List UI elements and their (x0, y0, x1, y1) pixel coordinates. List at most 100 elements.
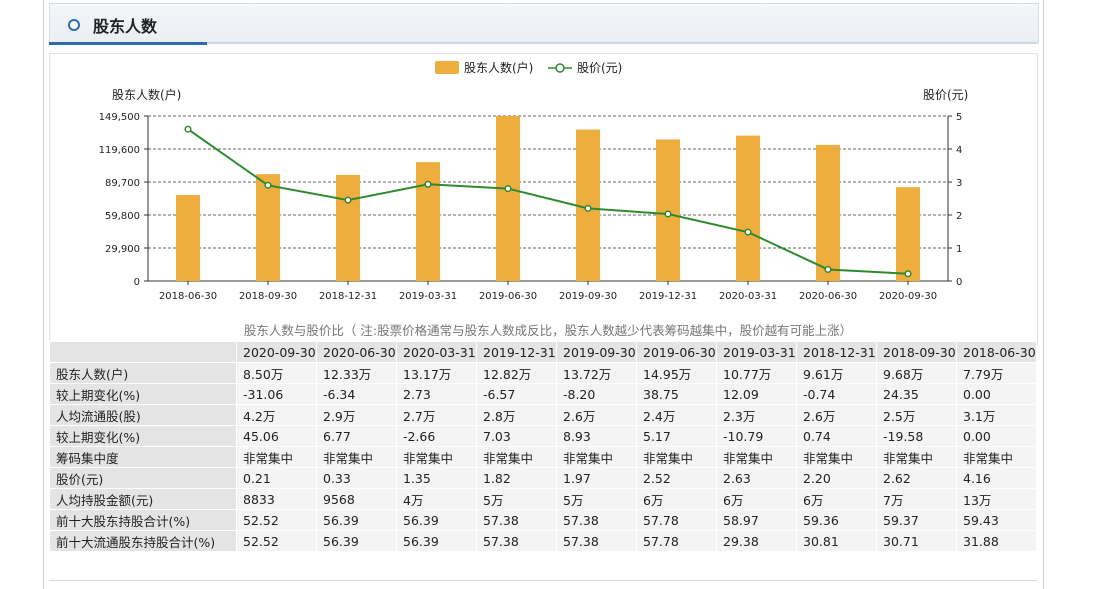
x-tick-label: 2019-03-31 (399, 291, 457, 302)
table-cell: 57.38 (556, 509, 637, 531)
table-cell: 13万 (956, 488, 1037, 510)
row-label: 股东人数(户) (49, 362, 237, 384)
table-cell: 56.39 (396, 509, 477, 531)
x-tick-label: 2019-09-30 (559, 291, 617, 302)
table-cell: 56.39 (316, 530, 397, 552)
table-row: 人均持股金额(元) 8833 9568 4万 5万 5万 6万 6万 6万 7万 13万 (49, 488, 1037, 510)
table-cell: 59.36 (796, 509, 877, 531)
table-cell: 4万 (396, 488, 477, 510)
left-tick-label: 29,900 (105, 244, 140, 255)
row-label: 较上期变化(%) (49, 425, 237, 447)
bar (336, 174, 360, 281)
table-cell: 非常集中 (316, 446, 397, 468)
table-cell: 2.6万 (796, 404, 877, 426)
price-line (187, 128, 909, 275)
table-cell: 52.52 (236, 530, 317, 552)
row-label: 人均流通股(股) (49, 404, 237, 426)
table-cell: 2.9万 (316, 404, 397, 426)
table-cell: 非常集中 (636, 446, 717, 468)
table-cell: -19.58 (876, 425, 957, 447)
table-row: 股东人数(户) 8.50万 12.33万 13.17万 12.82万 13.72万 14.9… (49, 362, 1037, 384)
table-cell: 0.21 (236, 467, 317, 489)
holders-price-chart: 股东人数(户) 股价(元) 股东人数(户) 股价(元) 0 29,900 59,80… (99, 60, 969, 302)
x-tick-label: 2020-09-30 (879, 291, 937, 302)
row-label: 股价(元) (49, 467, 237, 489)
bar (896, 187, 920, 281)
table-row: 前十大流通股东持股合计(%) 52.52 56.39 56.39 57.38 57.38 5… (49, 530, 1037, 552)
table-cell: -10.79 (716, 425, 797, 447)
right-tick-label: 5 (956, 112, 962, 123)
right-tick-label: 4 (956, 145, 962, 156)
table-cell: 57.38 (556, 530, 637, 552)
table-row: 前十大股东持股合计(%) 52.52 56.39 56.39 57.38 57.38 57.… (49, 509, 1037, 531)
table-header-row: 2020-09-30 2020-06-30 2020-03-31 2019-12-31… (49, 341, 1037, 363)
table-cell: 非常集中 (716, 446, 797, 468)
table-cell: 4.16 (956, 467, 1037, 489)
table-row: 筹码集中度 非常集中 非常集中 非常集中 非常集中 非常集中 非常集中 非常集中 非常集中 非常集… (49, 446, 1037, 468)
price-point (584, 204, 592, 212)
section-title: 股东人数 (93, 17, 158, 36)
row-label: 人均持股金额(元) (49, 488, 237, 510)
column-header: 2019-12-31 (476, 341, 557, 363)
table-cell: 2.8万 (476, 404, 557, 426)
table-cell: 45.06 (236, 425, 317, 447)
table-cell: 3.1万 (956, 404, 1037, 426)
table-cell: 59.37 (876, 509, 957, 531)
bottom-divider (49, 580, 1037, 581)
left-tick-label: 119,600 (99, 145, 140, 156)
price-point (744, 228, 752, 236)
price-point (824, 265, 832, 274)
table-cell: 2.52 (636, 467, 717, 489)
column-header: 2019-03-31 (716, 341, 797, 363)
table-cell: 2.20 (796, 467, 877, 489)
table-cell: 12.82万 (476, 362, 557, 384)
column-header: 2020-06-30 (316, 341, 397, 363)
table-cell: 非常集中 (396, 446, 477, 468)
table-cell: 8.50万 (236, 362, 317, 384)
header-corner-cell (49, 341, 237, 363)
table-cell: 2.5万 (876, 404, 957, 426)
table-cell: 非常集中 (236, 446, 317, 468)
table-cell: 57.38 (476, 530, 557, 552)
table-cell: 非常集中 (476, 446, 557, 468)
table-cell: -31.06 (236, 383, 317, 405)
table-row: 股价(元) 0.21 0.33 1.35 1.82 1.97 2.52 2.63 2.20 2.6… (49, 467, 1037, 489)
table-cell: 2.63 (716, 467, 797, 489)
table-cell: 59.43 (956, 509, 1037, 531)
left-tick-label: 59,800 (105, 211, 140, 222)
table-cell: 8.93 (556, 425, 637, 447)
right-tick-label: 2 (956, 211, 962, 222)
table-cell: 0.00 (956, 425, 1037, 447)
bar (656, 139, 680, 281)
table-cell: 31.88 (956, 530, 1037, 552)
table-cell: -2.66 (396, 425, 477, 447)
right-tick-label: 1 (956, 244, 962, 255)
table-cell: -6.57 (476, 383, 557, 405)
table-cell: 6万 (796, 488, 877, 510)
column-header: 2020-03-31 (396, 341, 477, 363)
table-cell: 29.38 (716, 530, 797, 552)
holders-table: 2020-09-30 2020-06-30 2020-03-31 2019-12-31… (49, 341, 1037, 552)
row-label: 前十大流通股东持股合计(%) (49, 530, 237, 552)
table-cell: 10.77万 (716, 362, 797, 384)
bar (496, 116, 520, 281)
circle-bullet-icon (68, 19, 80, 31)
section-header (49, 3, 1039, 44)
table-cell: 13.17万 (396, 362, 477, 384)
table-cell: 13.72万 (556, 362, 637, 384)
row-label: 筹码集中度 (49, 446, 237, 468)
column-header: 2020-09-30 (236, 341, 317, 363)
bar (416, 162, 440, 281)
price-point (504, 185, 512, 193)
column-header: 2019-06-30 (636, 341, 717, 363)
x-tick-label: 2018-09-30 (239, 291, 297, 302)
table-row: 较上期变化(%) -31.06 -6.34 2.73 -6.57 -8.20 38.75 12… (49, 383, 1037, 405)
table-cell: 12.33万 (316, 362, 397, 384)
table-cell: 52.52 (236, 509, 317, 531)
price-point (264, 181, 272, 189)
right-tick-label: 3 (956, 178, 962, 189)
table-cell: 57.78 (636, 530, 717, 552)
table-cell: -0.74 (796, 383, 877, 405)
table-cell: -6.34 (316, 383, 397, 405)
table-cell: 57.78 (636, 509, 717, 531)
